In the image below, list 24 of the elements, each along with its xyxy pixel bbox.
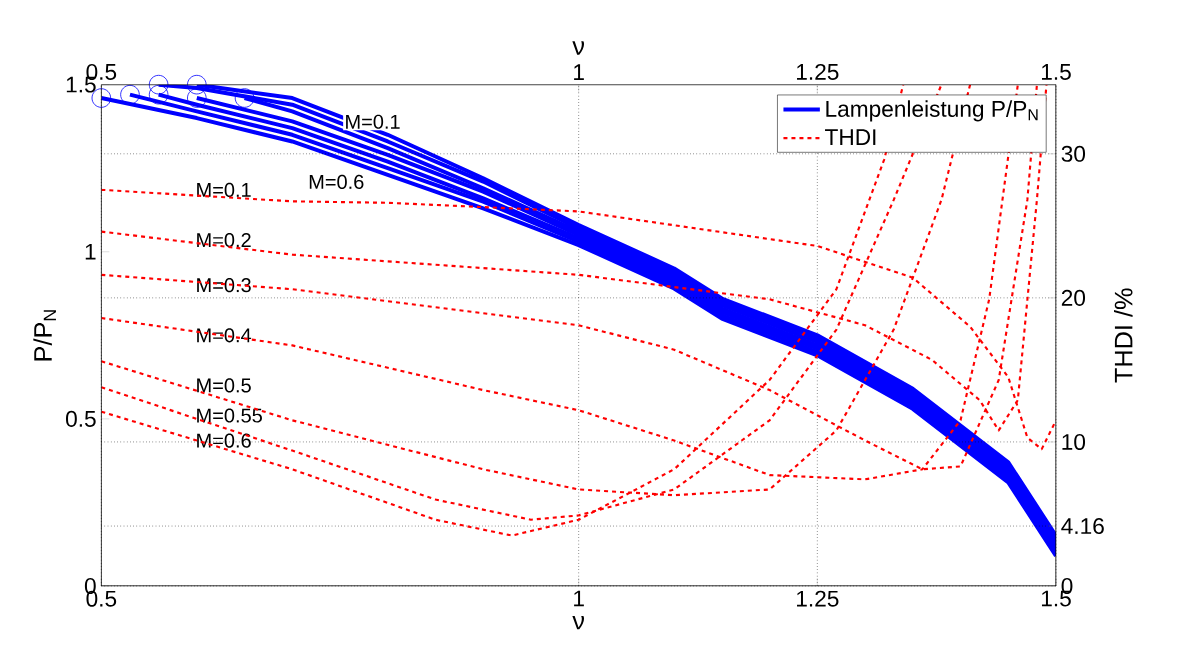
x-axis-title: ν [572,615,585,630]
annotation: M=0.1 [197,182,251,198]
annotation: M=0.6 [197,433,251,448]
x2-tick-label: 1 [574,590,584,607]
y2-tick-label: 10 [1062,433,1086,450]
x2-axis-title: ν [572,41,585,55]
x2-tick-label: 1.25 [797,590,839,607]
annotation: M=0.2 [197,232,251,248]
annotation: M=0.1 [346,114,400,129]
y2-tick-label: 4.16 [1061,518,1104,535]
annotation: M=0.6 [309,174,364,189]
legend-label: THDI [825,129,876,145]
annotation: M=0.55 [197,408,262,423]
y2-axis-title: THDI /% [1113,288,1133,383]
y-tick-label: 0.5 [66,410,96,427]
y2-tick-label: 30 [1061,145,1086,162]
legend-label: Lampenleistung P/P$_{N}$ [826,100,1038,122]
x-tick-label: 1 [574,64,584,80]
x-tick-label: 1.5 [1041,64,1071,80]
y2-tick-label: 20 [1061,289,1086,306]
x-tick-label: 1.25 [797,63,839,80]
y-axis-title: P/P$_{N}$ [33,310,56,361]
y-tick-label: 1 [85,243,96,260]
annotation: M=0.5 [197,378,251,393]
